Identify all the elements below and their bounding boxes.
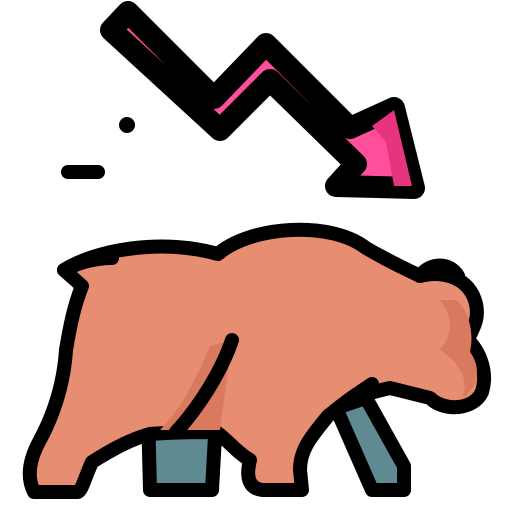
arrow-shape <box>100 1 425 199</box>
bear-body-shade <box>160 340 232 430</box>
bear-icon <box>22 222 492 499</box>
motion-dot-icon <box>119 117 135 133</box>
arrow-head-shade <box>372 110 412 186</box>
downward-trend-arrow-icon <box>100 1 425 199</box>
bear-back-line <box>57 251 119 277</box>
bear-body <box>22 222 492 499</box>
bear-front-leg-crease <box>169 333 239 439</box>
bear-back-leg-right <box>329 391 411 497</box>
bear-hind-leg-crease <box>327 377 379 419</box>
bear-head-shade <box>440 300 477 398</box>
bear-ear <box>413 258 465 283</box>
